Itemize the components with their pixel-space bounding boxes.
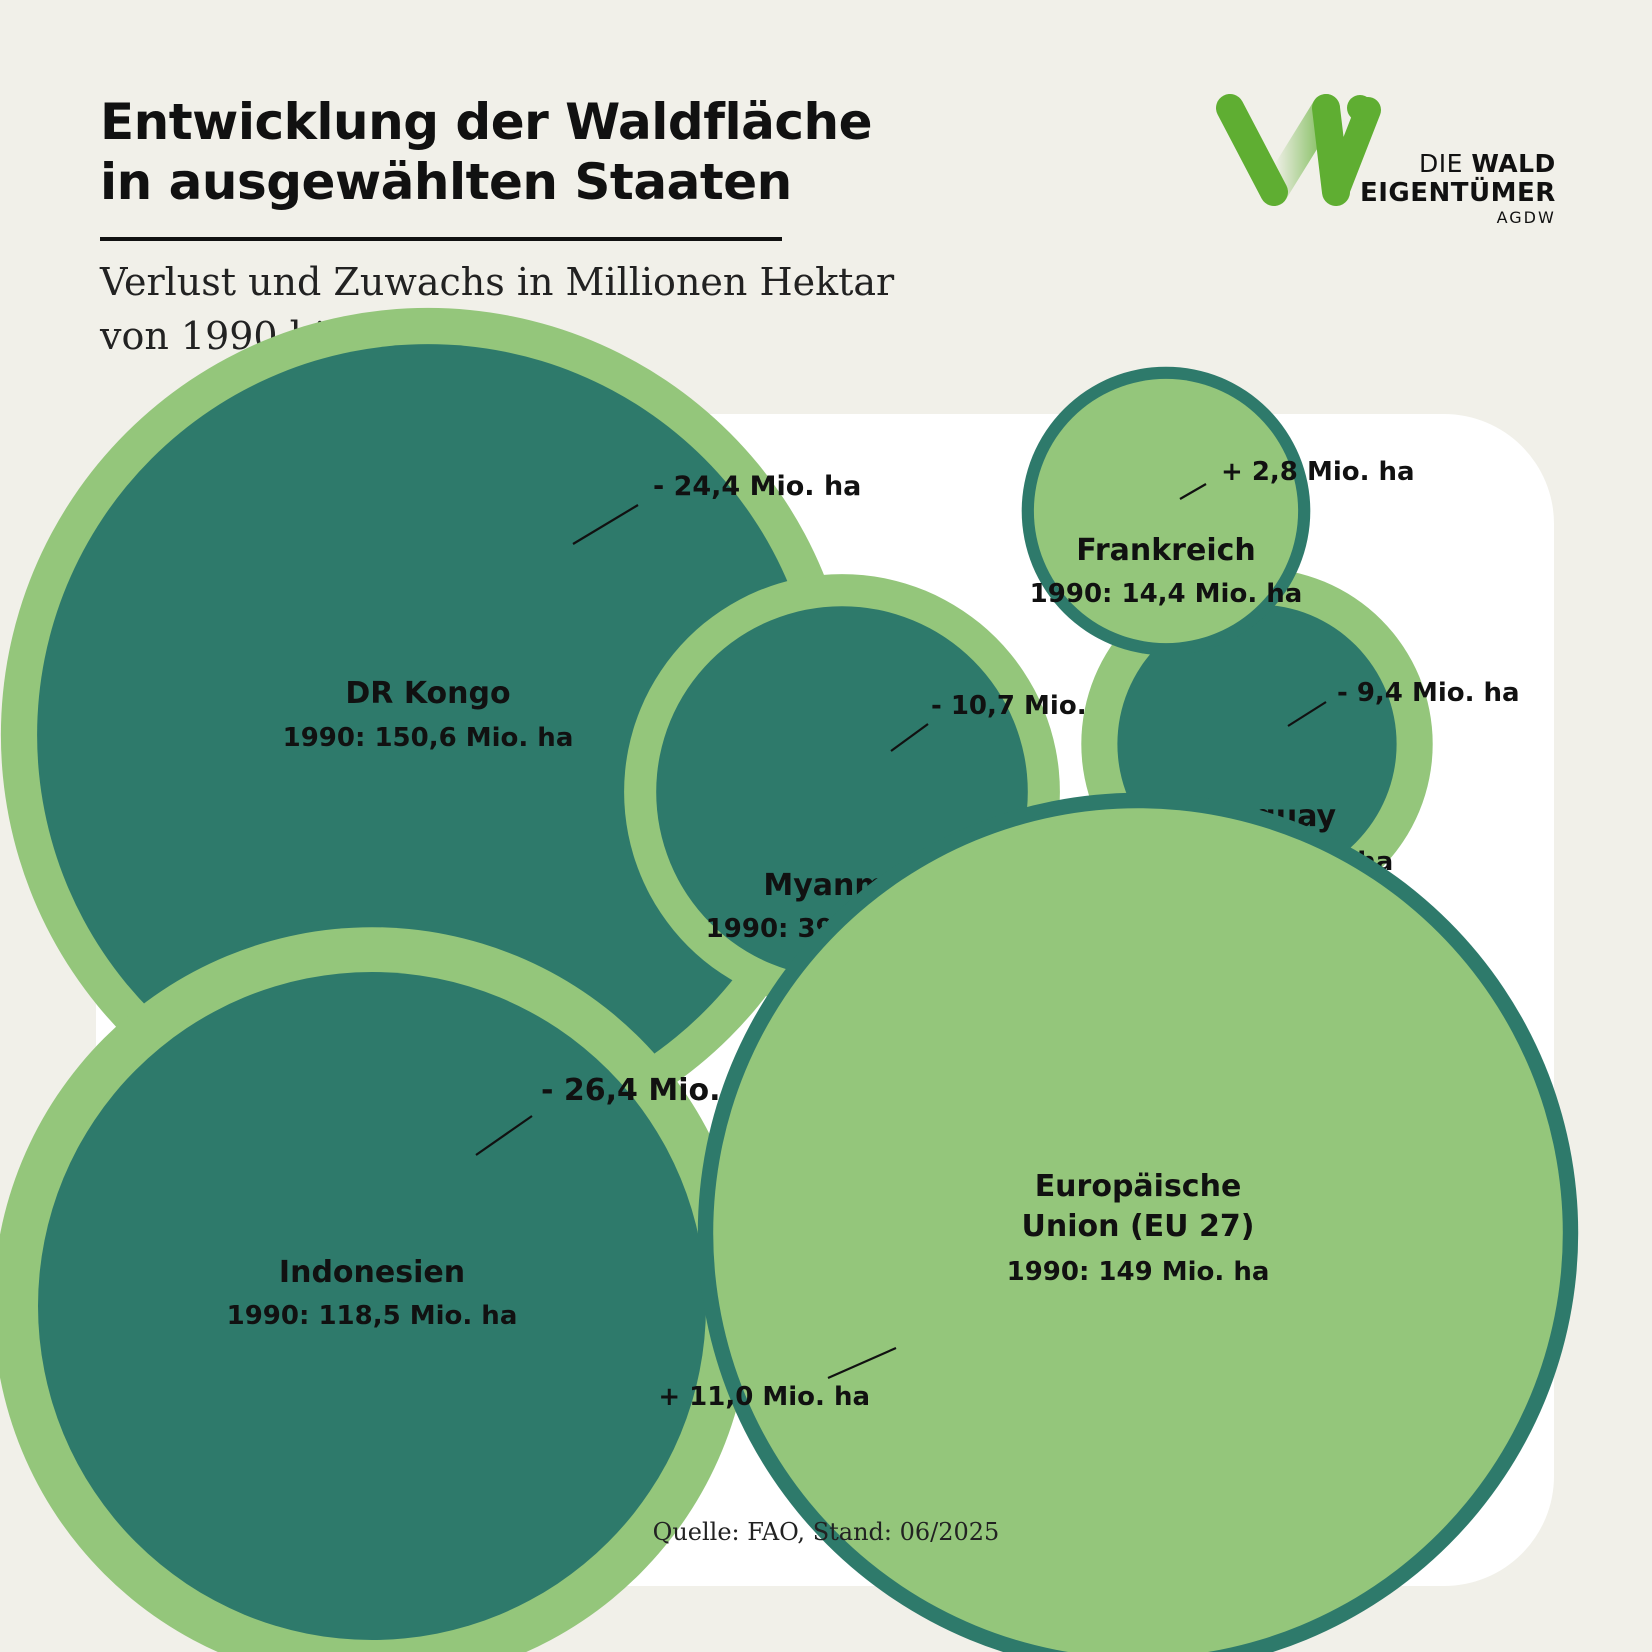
- leader-line-indonesien: [475, 1115, 533, 1156]
- leader-line-europ-ische: [827, 1346, 897, 1380]
- logo-text-wald: WALD: [1471, 149, 1556, 178]
- leader-line-paraguay: [1287, 701, 1327, 727]
- bubble-base-label-europ-ische: 1990: 149 Mio. ha: [1007, 1257, 1270, 1287]
- bubble-change-label-europ-ische: + 11,0 Mio. ha: [658, 1382, 870, 1412]
- logo-text-agdw: AGDW: [1496, 208, 1556, 227]
- logo-text-die: DIE: [1418, 149, 1472, 178]
- chart-title-line1: Entwicklung der Waldfläche: [100, 93, 873, 151]
- leader-line-dr-kongo: [572, 504, 639, 545]
- chart-title: Entwicklung der Waldfläche in ausgewählt…: [100, 92, 873, 212]
- bubble-inner-indonesien: [38, 972, 706, 1640]
- logo-text-eigentuemer: EIGENTÜMER: [1360, 178, 1556, 208]
- logo-wordmark: DIE WALD EIGENTÜMER AGDW: [1360, 150, 1556, 228]
- chart-subtitle-line1: Verlust und Zuwachs in Millionen Hektar: [100, 260, 895, 304]
- bubble-name-dr-kongo: DR Kongo: [345, 676, 510, 711]
- bubble-name-indonesien: Indonesien: [279, 1255, 465, 1290]
- bubble-change-label-paraguay: - 9,4 Mio. ha: [1337, 678, 1520, 708]
- bubble-base-label-indonesien: 1990: 118,5 Mio. ha: [227, 1301, 518, 1331]
- bubble-base-label-frankreich: 1990: 14,4 Mio. ha: [1030, 579, 1303, 609]
- bubble-name-europ-ische: Union (EU 27): [1022, 1209, 1255, 1244]
- bubble-inner-europ-ische: [713, 808, 1563, 1652]
- bubble-name-frankreich: Frankreich: [1076, 533, 1256, 568]
- bubble-inner-frankreich: [1033, 378, 1299, 644]
- bubble-name-europ-ische: Europäische: [1035, 1169, 1242, 1204]
- leader-line-myanmar: [890, 723, 929, 752]
- title-divider: [100, 237, 782, 241]
- logo-w-icon: [1216, 94, 1381, 206]
- bubble-change-label-frankreich: + 2,8 Mio. ha: [1221, 457, 1415, 487]
- chart-title-line2: in ausgewählten Staaten: [100, 153, 792, 211]
- bubble-change-label-dr-kongo: - 24,4 Mio. ha: [653, 471, 861, 502]
- bubble-base-label-dr-kongo: 1990: 150,6 Mio. ha: [283, 723, 574, 753]
- bubble-inner-dr-kongo: [37, 344, 819, 1126]
- source-note: Quelle: FAO, Stand: 06/2025: [652, 1518, 1000, 1546]
- leader-line-frankreich: [1179, 483, 1207, 500]
